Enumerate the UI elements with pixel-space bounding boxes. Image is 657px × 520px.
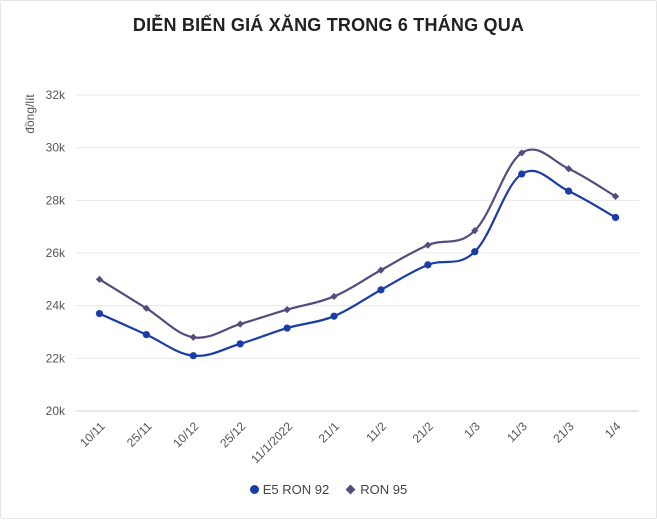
data-point-e5-ron-92: [424, 261, 432, 269]
y-tick-label: 26k: [46, 246, 66, 260]
data-point-ron-95: [471, 227, 479, 235]
x-tick-label: 11/1/2022: [248, 419, 295, 466]
y-tick-label: 20k: [46, 404, 66, 418]
x-tick-label: 21/3: [550, 419, 577, 446]
y-tick-label: 28k: [46, 193, 66, 207]
series-line-e5-ron-92: [98, 169, 617, 357]
legend-item-e5-ron-92[interactable]: E5 RON 92: [249, 482, 330, 497]
data-point-ron-95: [189, 333, 197, 341]
x-tick-label: 10/12: [170, 419, 201, 450]
x-tick-label: 1/3: [461, 419, 483, 441]
data-point-e5-ron-92: [189, 352, 197, 360]
series-line-ron-95: [98, 148, 617, 339]
data-point-e5-ron-92: [471, 248, 479, 256]
legend-label-ron-95: RON 95: [360, 482, 408, 497]
legend-item-ron-95[interactable]: RON 95: [345, 482, 408, 497]
data-point-e5-ron-92: [377, 286, 385, 294]
x-tick-label: 10/11: [77, 419, 108, 450]
chart-title: DIỄN BIẾN GIÁ XĂNG TRONG 6 THÁNG QUA: [132, 15, 525, 35]
legend-diamond-marker: [345, 484, 356, 495]
data-point-ron-95: [95, 275, 104, 283]
legend-label-e5-ron-92: E5 RON 92: [262, 482, 330, 497]
data-point-ron-95: [611, 192, 620, 200]
data-point-e5-ron-92: [565, 187, 573, 195]
x-tick-label: 11/2: [363, 419, 389, 445]
data-point-ron-95: [518, 149, 526, 157]
y-axis-label: đồng/lít: [23, 94, 37, 134]
data-point-e5-ron-92: [283, 324, 291, 332]
data-point-ron-95: [283, 306, 291, 314]
x-tick-label: 25/11: [124, 419, 155, 450]
data-point-ron-95: [142, 304, 150, 312]
x-tick-label: 21/1: [316, 419, 343, 446]
x-tick-label: 25/12: [217, 419, 248, 450]
y-tick-label: 32k: [46, 88, 66, 102]
x-tick-label: 11/3: [504, 419, 530, 445]
data-point-e5-ron-92: [611, 213, 620, 222]
data-point-e5-ron-92: [236, 340, 244, 348]
data-point-ron-95: [424, 241, 432, 249]
data-point-e5-ron-92: [518, 170, 526, 178]
data-point-e5-ron-92: [142, 331, 150, 339]
legend: E5 RON 92 RON 95: [1, 482, 656, 497]
data-point-ron-95: [565, 165, 573, 173]
data-point-e5-ron-92: [95, 309, 104, 318]
y-tick-label: 22k: [46, 351, 66, 365]
x-tick-label: 1/4: [602, 419, 624, 441]
y-tick-label: 30k: [46, 141, 66, 155]
data-point-ron-95: [236, 320, 244, 328]
data-point-ron-95: [377, 266, 385, 274]
legend-dot-marker: [249, 485, 259, 494]
y-tick-label: 24k: [46, 299, 66, 313]
data-point-e5-ron-92: [330, 312, 338, 320]
data-point-ron-95: [330, 292, 338, 301]
x-tick-label: 21/2: [410, 419, 437, 446]
